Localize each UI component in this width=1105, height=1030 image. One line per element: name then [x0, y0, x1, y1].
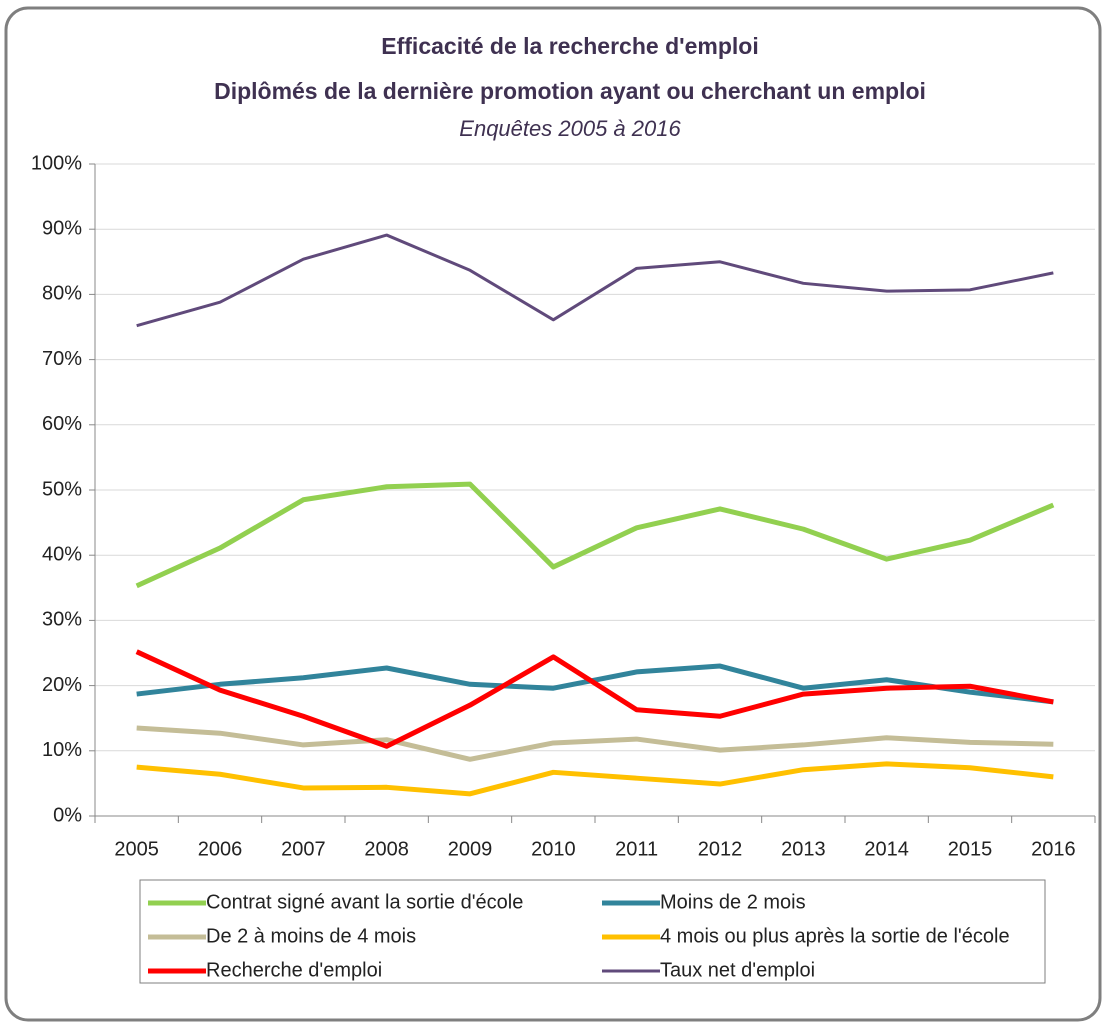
- x-tick-label: 2013: [781, 838, 826, 860]
- y-tick-label: 30%: [42, 609, 82, 631]
- x-tick-label: 2005: [114, 838, 159, 860]
- y-tick-label: 90%: [42, 217, 82, 239]
- legend-label: De 2 à moins de 4 mois: [206, 925, 416, 947]
- y-tick-label: 60%: [42, 413, 82, 435]
- y-tick-label: 0%: [53, 804, 82, 826]
- y-tick-label: 50%: [42, 478, 82, 500]
- y-tick-label: 100%: [31, 152, 82, 174]
- series-line: [136, 663, 1054, 705]
- x-tick-label: 2007: [281, 838, 326, 860]
- y-tick-label: 70%: [42, 348, 82, 370]
- legend-label: Moins de 2 mois: [660, 891, 806, 913]
- x-tick-label: 2008: [364, 838, 409, 860]
- chart-title: Efficacité de la recherche d'emploi: [381, 33, 758, 59]
- x-tick-label: 2016: [1031, 838, 1076, 860]
- x-tick-label: 2015: [948, 838, 993, 860]
- series-line: [136, 233, 1054, 328]
- series-line: [136, 761, 1054, 797]
- series-line: [136, 725, 1054, 762]
- frame: [4, 6, 1102, 1022]
- chart-subtitle: Enquêtes 2005 à 2016: [459, 116, 681, 141]
- y-tick-label: 20%: [42, 674, 82, 696]
- x-tick-label: 2006: [198, 838, 243, 860]
- series-line: [135, 481, 1055, 589]
- legend-label: Taux net d'emploi: [660, 959, 815, 981]
- series-line: [135, 649, 1054, 749]
- y-tick-label: 10%: [42, 739, 82, 761]
- chart-title: Diplômés de la dernière promotion ayant …: [214, 78, 926, 104]
- x-tick-label: 2009: [448, 838, 493, 860]
- legend-label: 4 mois ou plus après la sortie de l'écol…: [660, 925, 1010, 947]
- y-tick-label: 40%: [42, 543, 82, 565]
- x-tick-label: 2010: [531, 838, 576, 860]
- legend-box: [139, 879, 1046, 984]
- y-tick-label: 80%: [42, 283, 82, 305]
- x-tick-label: 2014: [864, 838, 909, 860]
- legend-label: Recherche d'emploi: [206, 959, 382, 981]
- x-tick-label: 2012: [698, 838, 743, 860]
- x-tick-label: 2011: [615, 838, 658, 860]
- legend-label: Contrat signé avant la sortie d'école: [206, 891, 523, 913]
